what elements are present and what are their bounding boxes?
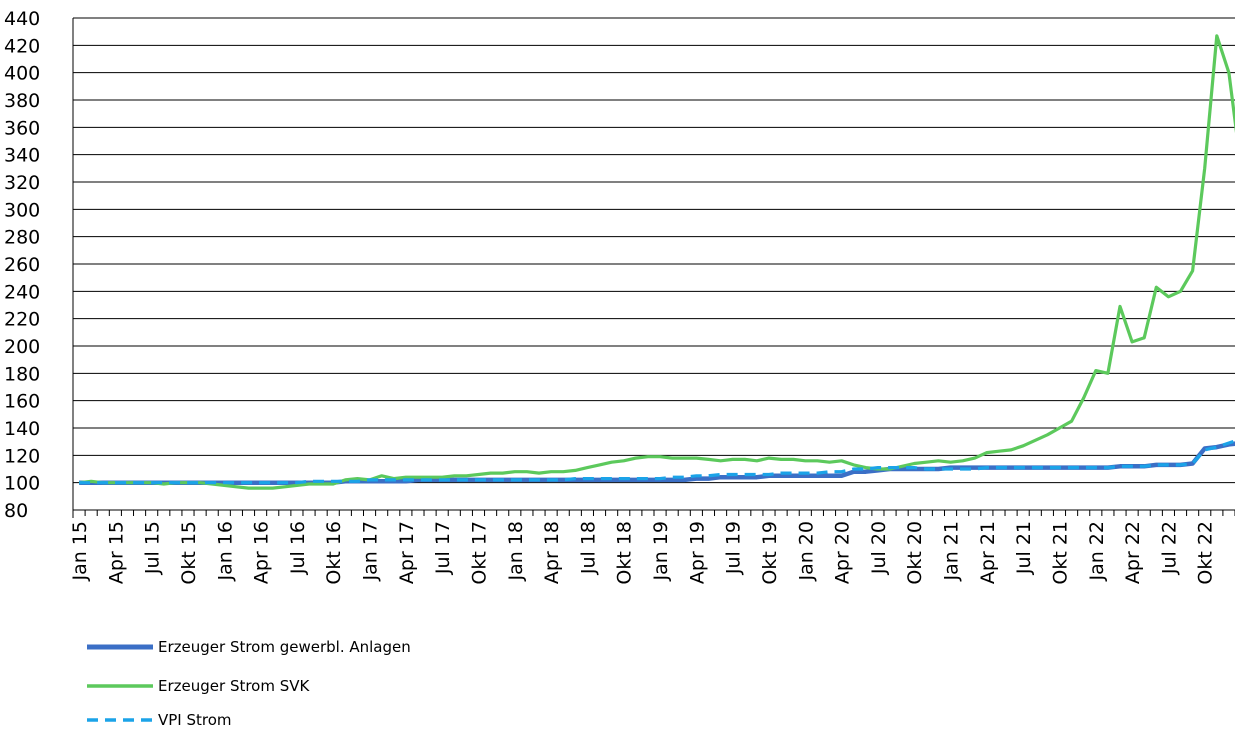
series-lines bbox=[78, 34, 1235, 490]
legend-label-gewerbl: Erzeuger Strom gewerbl. Anlagen bbox=[158, 638, 411, 656]
y-tick-label: 120 bbox=[4, 445, 40, 467]
x-tick-label: Apr 15 bbox=[105, 521, 127, 584]
x-tick-label: Jan 21 bbox=[941, 521, 963, 582]
y-tick-label: 360 bbox=[4, 117, 40, 139]
y-tick-label: 280 bbox=[4, 227, 40, 249]
y-tick-label: 260 bbox=[4, 254, 40, 276]
x-tick-label: Jan 15 bbox=[69, 521, 91, 582]
legend-entry-svk: Erzeuger Strom SVK bbox=[85, 676, 309, 696]
x-tick-label: Jul 17 bbox=[432, 521, 454, 575]
x-tick-label: Jan 19 bbox=[650, 521, 672, 582]
series-line-erzeuger-svk bbox=[78, 34, 1235, 490]
y-tick-label: 100 bbox=[4, 473, 40, 495]
x-axis: Jan 15 Apr 15 Jul 15 Okt 15 Jan 16 Apr 16 Jul … bbox=[69, 18, 1235, 585]
y-tick-label: 320 bbox=[4, 172, 40, 194]
x-tick-label: Apr 20 bbox=[832, 521, 854, 584]
y-tick-label: 200 bbox=[4, 336, 40, 358]
x-tick-label: Okt 16 bbox=[323, 521, 345, 585]
legend-label-svk: Erzeuger Strom SVK bbox=[158, 677, 310, 695]
x-tick-label: Apr 19 bbox=[686, 521, 708, 584]
legend-label-vpi: VPI Strom bbox=[158, 711, 232, 729]
x-tick-label: Okt 19 bbox=[759, 521, 781, 585]
legend-swatch-svk bbox=[87, 684, 153, 688]
legend-swatch-gewerbl bbox=[87, 644, 153, 650]
y-tick-label: 420 bbox=[4, 35, 40, 57]
x-tick-label: Okt 22 bbox=[1195, 521, 1217, 585]
y-tick-label: 180 bbox=[4, 363, 40, 385]
x-tick-label: Jul 20 bbox=[868, 521, 890, 575]
x-tick-label: Apr 18 bbox=[541, 521, 563, 584]
legend-entry-vpi: VPI Strom bbox=[85, 710, 232, 730]
x-tick-label: Okt 21 bbox=[1049, 521, 1071, 585]
x-tick-label: Okt 17 bbox=[468, 521, 490, 585]
x-tick-label: Apr 21 bbox=[977, 521, 999, 584]
y-tick-label: 240 bbox=[4, 281, 40, 303]
x-tick-label: Jan 16 bbox=[214, 521, 236, 582]
series-line-erzeuger-gewerbl bbox=[79, 441, 1235, 485]
x-tick-label: Jan 22 bbox=[1086, 521, 1108, 582]
x-tick-label: Jul 19 bbox=[723, 521, 745, 575]
series-line-vpi-strom bbox=[79, 439, 1235, 485]
x-tick-label: Okt 20 bbox=[904, 521, 926, 585]
x-tick-label: Apr 16 bbox=[251, 521, 273, 584]
y-tick-label: 440 bbox=[4, 8, 40, 30]
y-tick-label: 160 bbox=[4, 391, 40, 413]
y-tick-label: 380 bbox=[4, 90, 40, 112]
x-tick-label: Jul 15 bbox=[142, 521, 164, 575]
x-tick-label: Jan 17 bbox=[360, 521, 382, 582]
y-tick-label: 140 bbox=[4, 418, 40, 440]
y-axis-tick-labels: 80 100 120 140 160 180 200 220 240 260 280 300 320 34… bbox=[4, 8, 40, 522]
x-tick-label: Jan 20 bbox=[795, 521, 817, 582]
gridlines bbox=[73, 17, 1235, 511]
y-tick-label: 80 bbox=[4, 500, 28, 522]
legend-swatch-vpi bbox=[87, 718, 153, 722]
y-tick-label: 340 bbox=[4, 145, 40, 167]
x-tick-label: Jul 22 bbox=[1158, 521, 1180, 575]
x-tick-label: Jul 18 bbox=[577, 521, 599, 575]
x-tick-label: Apr 22 bbox=[1122, 521, 1144, 584]
x-tick-label: Okt 15 bbox=[178, 521, 200, 585]
y-tick-label: 220 bbox=[4, 309, 40, 331]
x-tick-label: Jul 16 bbox=[287, 521, 309, 575]
y-tick-label: 400 bbox=[4, 63, 40, 85]
x-tick-label: Jul 21 bbox=[1013, 521, 1035, 575]
legend-entry-gewerbl: Erzeuger Strom gewerbl. Anlagen bbox=[85, 637, 411, 657]
x-tick-label: Apr 17 bbox=[396, 521, 418, 584]
x-tick-label: Jan 18 bbox=[505, 521, 527, 582]
y-tick-label: 300 bbox=[4, 199, 40, 221]
x-tick-label: Okt 18 bbox=[614, 521, 636, 585]
